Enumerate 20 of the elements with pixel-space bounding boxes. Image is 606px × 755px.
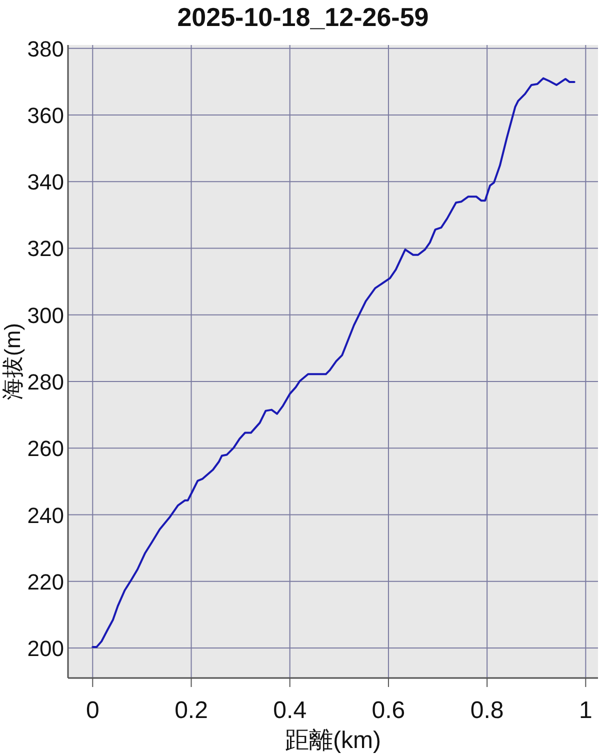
x-tick-label: 1 xyxy=(578,697,592,724)
x-tick-label: 0.8 xyxy=(470,697,504,724)
y-tick-label: 360 xyxy=(27,102,64,128)
y-tick-label: 200 xyxy=(27,636,64,662)
x-tick-label: 0.6 xyxy=(372,697,406,724)
y-tick-label: 320 xyxy=(27,236,64,262)
y-axis-title: 海拔(m) xyxy=(0,323,25,400)
y-tick-label: 260 xyxy=(27,436,64,462)
y-tick-label: 340 xyxy=(27,170,64,195)
x-tick-label: 0.2 xyxy=(174,697,208,724)
x-tick-label: 0 xyxy=(86,697,100,724)
y-tick-label: 300 xyxy=(27,302,64,328)
y-tick-label: 280 xyxy=(27,369,64,394)
chart-title: 2025-10-18_12-26-59 xyxy=(177,2,429,32)
x-tick-label: 0.4 xyxy=(273,697,307,724)
y-tick-label: 380 xyxy=(27,36,64,62)
y-tick-label: 220 xyxy=(27,569,64,594)
x-axis-title: 距離(km) xyxy=(285,727,381,754)
y-tick-label: 240 xyxy=(27,502,64,528)
line-series xyxy=(92,77,576,648)
